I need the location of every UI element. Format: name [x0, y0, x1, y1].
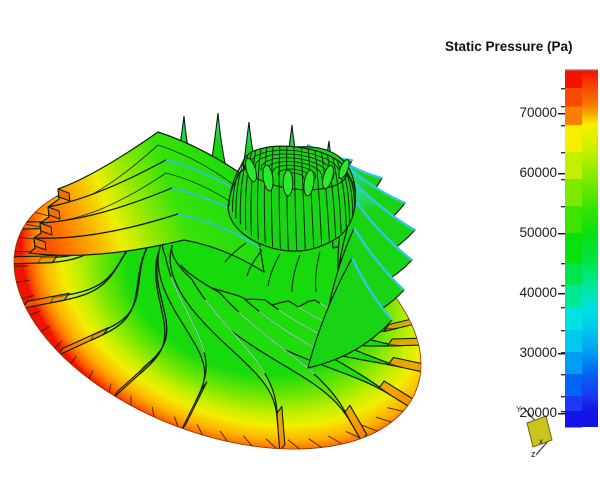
svg-text:z: z — [531, 449, 536, 459]
svg-text:x: x — [539, 437, 543, 446]
svg-text:Y: Y — [516, 405, 522, 414]
